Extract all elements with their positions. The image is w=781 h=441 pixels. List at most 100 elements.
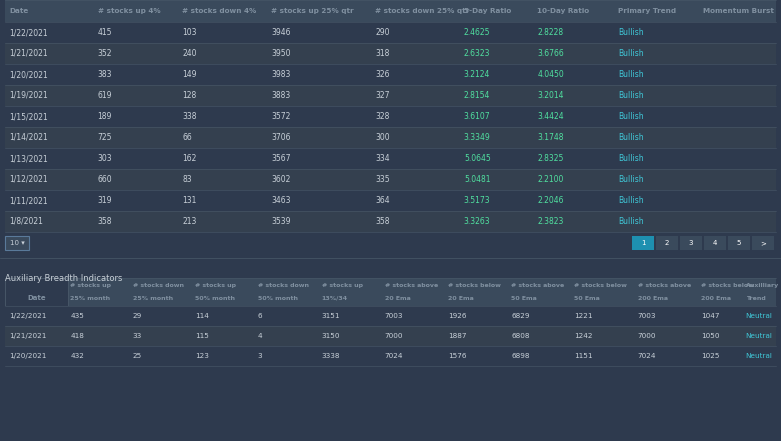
Text: 318: 318 <box>375 49 390 58</box>
Text: 200 Ema: 200 Ema <box>701 295 731 301</box>
Bar <box>5 190 776 211</box>
Text: 3572: 3572 <box>271 112 291 121</box>
Bar <box>752 236 774 250</box>
Text: 3602: 3602 <box>271 175 291 184</box>
Text: 660: 660 <box>98 175 112 184</box>
Text: 1047: 1047 <box>701 313 719 319</box>
Text: 6: 6 <box>258 313 262 319</box>
Bar <box>5 326 776 346</box>
Text: 128: 128 <box>183 91 197 100</box>
Text: Momentum Burst: Momentum Burst <box>703 8 774 14</box>
Text: 50% month: 50% month <box>258 295 298 301</box>
Text: # stocks below: # stocks below <box>448 283 501 288</box>
Text: 10 ▾: 10 ▾ <box>9 240 24 246</box>
Text: 4: 4 <box>713 240 717 246</box>
Text: 7000: 7000 <box>385 333 403 339</box>
Text: Bullish: Bullish <box>618 70 644 79</box>
Bar <box>5 278 68 306</box>
Text: 6808: 6808 <box>512 333 530 339</box>
Text: 123: 123 <box>195 353 209 359</box>
Text: 115: 115 <box>195 333 209 339</box>
Text: Auxiliary Breadth Indicators: Auxiliary Breadth Indicators <box>5 274 123 283</box>
Text: # stocks above: # stocks above <box>637 283 691 288</box>
Text: Neutral: Neutral <box>746 333 772 339</box>
Text: 3338: 3338 <box>322 353 340 359</box>
Text: 20 Ema: 20 Ema <box>385 295 411 301</box>
Text: 3.4424: 3.4424 <box>537 112 564 121</box>
Text: 3: 3 <box>258 353 262 359</box>
Bar <box>5 148 776 169</box>
Text: 432: 432 <box>70 353 84 359</box>
Text: 20 Ema: 20 Ema <box>448 295 474 301</box>
Text: 7003: 7003 <box>637 313 656 319</box>
Text: 415: 415 <box>98 28 112 37</box>
Text: # stocks down 25% qtr: # stocks down 25% qtr <box>375 8 469 14</box>
Bar <box>5 64 776 85</box>
Text: 418: 418 <box>70 333 84 339</box>
Bar <box>5 127 776 148</box>
Text: 1/12/2021: 1/12/2021 <box>9 175 48 184</box>
Bar <box>680 236 702 250</box>
Text: 3539: 3539 <box>271 217 291 226</box>
Text: 2.2046: 2.2046 <box>537 196 564 205</box>
Text: 1576: 1576 <box>448 353 466 359</box>
Text: 240: 240 <box>183 49 197 58</box>
Bar <box>656 236 678 250</box>
Text: Date: Date <box>27 295 46 301</box>
Bar <box>5 106 776 127</box>
Bar <box>5 43 776 64</box>
Text: 13%/34: 13%/34 <box>322 295 348 301</box>
Text: 3151: 3151 <box>322 313 340 319</box>
Text: 383: 383 <box>98 70 112 79</box>
Text: 83: 83 <box>183 175 192 184</box>
Text: 3983: 3983 <box>271 70 291 79</box>
Text: Bullish: Bullish <box>618 28 644 37</box>
Text: 5.0481: 5.0481 <box>464 175 490 184</box>
Text: 7000: 7000 <box>637 333 656 339</box>
Text: 5: 5 <box>736 240 741 246</box>
Text: 303: 303 <box>98 154 112 163</box>
Text: 1/21/2021: 1/21/2021 <box>9 333 46 339</box>
Text: 3.3349: 3.3349 <box>464 133 490 142</box>
Bar <box>5 236 29 250</box>
Bar <box>704 236 726 250</box>
Text: 435: 435 <box>70 313 84 319</box>
Text: 3567: 3567 <box>271 154 291 163</box>
Text: 3950: 3950 <box>271 49 291 58</box>
Text: 131: 131 <box>183 196 197 205</box>
Text: 338: 338 <box>183 112 197 121</box>
Text: # stocks down 4%: # stocks down 4% <box>183 8 257 14</box>
Text: 2: 2 <box>665 240 669 246</box>
Text: 50% month: 50% month <box>195 295 235 301</box>
Text: Neutral: Neutral <box>746 353 772 359</box>
Text: 4.0450: 4.0450 <box>537 70 564 79</box>
Text: # stocks up: # stocks up <box>70 283 111 288</box>
Text: 725: 725 <box>98 133 112 142</box>
Text: 6898: 6898 <box>512 353 530 359</box>
Text: 335: 335 <box>375 175 390 184</box>
Text: 1/13/2021: 1/13/2021 <box>9 154 48 163</box>
Text: 334: 334 <box>375 154 390 163</box>
Text: >: > <box>760 240 766 246</box>
Text: 103: 103 <box>183 28 197 37</box>
Bar <box>5 85 776 106</box>
Text: # stocks above: # stocks above <box>512 283 565 288</box>
Text: 6829: 6829 <box>512 313 530 319</box>
Text: Bullish: Bullish <box>618 217 644 226</box>
Text: 326: 326 <box>375 70 390 79</box>
Text: 1/22/2021: 1/22/2021 <box>9 28 48 37</box>
Text: 319: 319 <box>98 196 112 205</box>
Text: 2.6323: 2.6323 <box>464 49 490 58</box>
Text: 50 Ema: 50 Ema <box>512 295 537 301</box>
Text: 114: 114 <box>195 313 209 319</box>
Text: # stocks up: # stocks up <box>322 283 362 288</box>
Text: 7003: 7003 <box>385 313 403 319</box>
Text: 328: 328 <box>375 112 390 121</box>
Bar <box>728 236 750 250</box>
Text: Bullish: Bullish <box>618 154 644 163</box>
Text: Bullish: Bullish <box>618 91 644 100</box>
Text: 2.3823: 2.3823 <box>537 217 564 226</box>
Text: 3.6107: 3.6107 <box>464 112 490 121</box>
Text: 25: 25 <box>133 353 142 359</box>
Text: Bullish: Bullish <box>618 175 644 184</box>
